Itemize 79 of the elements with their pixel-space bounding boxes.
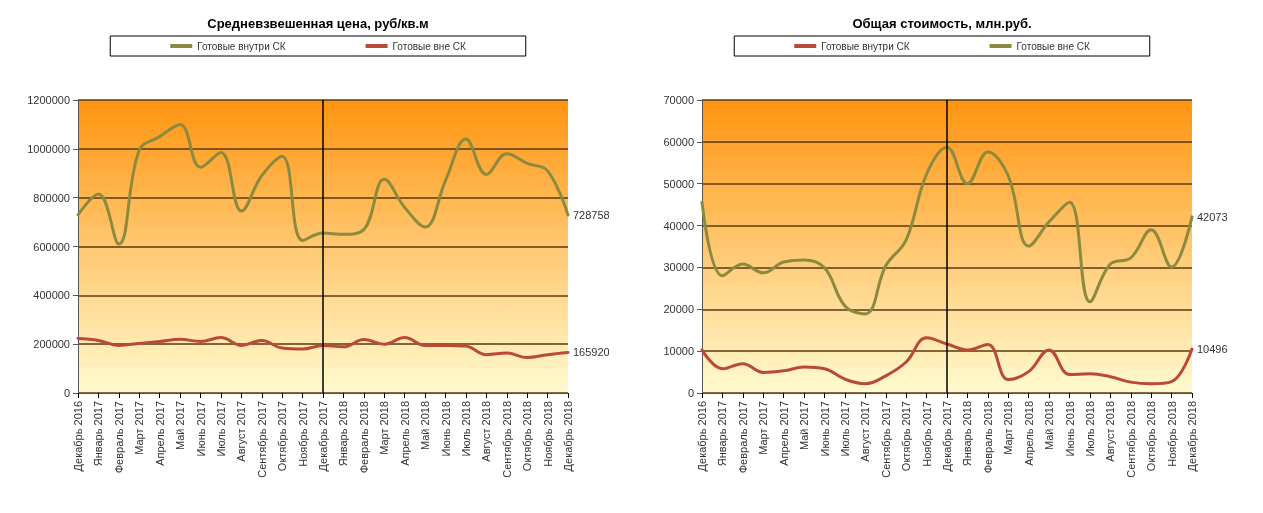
- x-tick-label: Ноябрь 2017: [920, 401, 933, 467]
- x-tick-label: Сентябрь 2018: [500, 401, 513, 478]
- x-tick-label: Апрель 2017: [777, 401, 790, 466]
- y-tick-label: 1000000: [27, 142, 70, 155]
- x-tick-label: Сентябрь 2017: [879, 401, 892, 478]
- x-tick-label: Октябрь 2018: [521, 401, 534, 472]
- x-tick-label: Ноябрь 2018: [1165, 401, 1178, 467]
- x-tick-label: Июнь 2017: [194, 401, 207, 457]
- x-tick-label: Август 2018: [1104, 401, 1117, 462]
- data-label: 42073: [1197, 210, 1228, 223]
- x-tick-label: Ноябрь 2018: [541, 401, 554, 467]
- x-tick-label: Апрель 2017: [153, 401, 166, 466]
- line-series: [76, 122, 570, 246]
- x-tick-label: Август 2017: [859, 401, 872, 462]
- y-tick-label: 0: [687, 387, 694, 399]
- y-tick-label: 400000: [33, 289, 70, 302]
- x-tick-label: Февраль 2017: [112, 401, 125, 474]
- x-tick-label: Июнь 2018: [439, 401, 452, 457]
- x-tick-label: Январь 2017: [92, 401, 105, 467]
- x-tick-label: Октябрь 2017: [900, 401, 913, 472]
- x-tick-label: Июль 2017: [214, 401, 227, 457]
- x-tick-label: Декабрь 2017: [941, 401, 953, 472]
- x-tick-label: Март 2018: [1002, 401, 1015, 455]
- x-tick-label: Январь 2018: [961, 401, 974, 467]
- line-series: [700, 145, 1194, 316]
- x-tick-label: Ноябрь 2017: [296, 401, 309, 467]
- y-tick-label: 800000: [33, 191, 70, 204]
- y-tick-label: 1200000: [27, 94, 70, 106]
- x-tick-label: Май 2017: [798, 401, 811, 451]
- x-tick-label: Июнь 2018: [1063, 401, 1076, 457]
- x-tick-label: Май 2018: [419, 401, 432, 451]
- x-tick-label: Октябрь 2017: [276, 401, 289, 472]
- x-tick-label: Февраль 2018: [357, 401, 370, 474]
- data-label: 10496: [1197, 343, 1228, 356]
- x-tick-label: Октябрь 2018: [1145, 401, 1158, 472]
- x-tick-label: Май 2017: [174, 401, 187, 451]
- line-series: [700, 336, 1194, 386]
- legend-label: Готовые вне СК: [1016, 40, 1090, 52]
- x-tick-label: Декабрь 2018: [562, 401, 574, 472]
- x-tick-label: Декабрь 2017: [317, 401, 329, 472]
- x-tick-label: Сентябрь 2018: [1124, 401, 1137, 478]
- y-tick-label: 10000: [663, 345, 694, 358]
- x-tick-label: Декабрь 2018: [1186, 401, 1198, 472]
- x-tick-label: Май 2018: [1043, 401, 1056, 451]
- x-tick-label: Февраль 2017: [736, 401, 749, 474]
- chart-title: Средневзвешенная цена, руб/кв.м: [207, 16, 429, 31]
- x-tick-label: Март 2018: [378, 401, 391, 455]
- x-tick-label: Январь 2018: [337, 401, 350, 467]
- y-tick-label: 200000: [33, 338, 70, 351]
- y-tick-label: 600000: [33, 240, 70, 253]
- x-tick-label: Август 2018: [480, 401, 493, 462]
- x-tick-label: Июль 2017: [838, 401, 851, 457]
- x-tick-label: Сентябрь 2017: [255, 401, 268, 478]
- x-tick-label: Апрель 2018: [398, 401, 411, 466]
- x-tick-label: Апрель 2018: [1022, 401, 1035, 466]
- y-tick-label: 70000: [663, 94, 694, 106]
- legend-label: Готовые вне СК: [392, 40, 466, 52]
- x-tick-label: Декабрь 2016: [696, 401, 708, 472]
- x-tick-label: Март 2017: [133, 401, 146, 455]
- y-tick-label: 50000: [663, 177, 694, 190]
- y-tick-label: 60000: [663, 135, 694, 148]
- x-tick-label: Февраль 2018: [981, 401, 994, 474]
- x-tick-label: Декабрь 2016: [72, 401, 84, 472]
- x-tick-label: Август 2017: [235, 401, 248, 462]
- y-tick-label: 40000: [663, 219, 694, 232]
- chart-title: Общая стоимость, млн.руб.: [852, 16, 1032, 31]
- y-tick-label: 20000: [663, 303, 694, 316]
- x-tick-label: Январь 2017: [716, 401, 729, 467]
- x-tick-label: Июнь 2017: [818, 401, 831, 457]
- x-tick-label: Март 2017: [757, 401, 770, 455]
- y-tick-label: 30000: [663, 261, 694, 274]
- line-series: [76, 336, 570, 360]
- data-label: 165920: [573, 346, 610, 359]
- legend-label: Готовые внутри СК: [821, 40, 910, 52]
- legend-label: Готовые внутри СК: [197, 40, 286, 52]
- x-tick-label: Июль 2018: [459, 401, 472, 457]
- data-label: 728758: [573, 209, 610, 222]
- x-tick-label: Июль 2018: [1083, 401, 1096, 457]
- y-tick-label: 0: [63, 387, 70, 399]
